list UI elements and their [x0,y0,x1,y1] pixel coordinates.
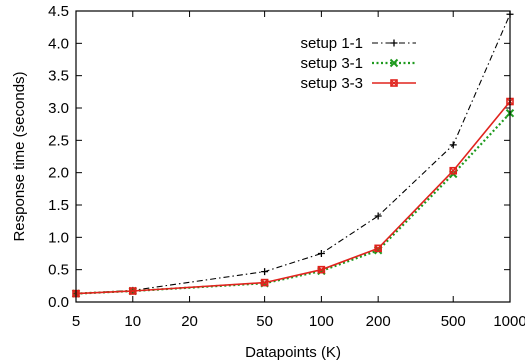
legend-label: setup 3-1 [300,55,363,72]
x-axis-ticks: 5 10 20 50 100 200 500 1000 [72,11,525,330]
x-axis-title: Datapoints (K) [245,344,341,361]
y-tick-label: 2.5 [48,132,69,149]
x-tick-label: 10 [124,313,141,330]
data-point-marker [317,250,325,257]
series-setup-3-3 [72,97,514,298]
data-point-marker [128,287,137,295]
data-point-marker [260,278,269,287]
x-tick-label: 50 [256,313,273,330]
y-tick-label: 2.0 [48,165,69,182]
legend-item: setup 3-1 [300,55,416,72]
data-point-marker [449,141,457,149]
data-point-marker-cross [374,244,382,252]
x-tick-label: 20 [181,313,198,330]
legend-label: setup 3-3 [300,75,363,92]
series-line [75,112,511,295]
data-point-marker-cross [317,266,325,274]
data-point-marker-cross [261,279,269,287]
x-tick-label: 1000 [493,313,525,330]
x-tick-label: 100 [309,313,334,330]
y-tick-label: 1.5 [48,197,69,214]
series-setup-3-1 [71,108,515,298]
data-point-marker-cross [129,287,137,295]
data-point-marker [317,265,326,274]
y-tick-label: 4.0 [48,35,69,52]
data-point-marker [389,58,399,68]
legend: setup 1-1 setup 3-1 setup 3-3 [300,35,416,92]
series-line [75,14,511,295]
legend-item: setup 3-3 [300,75,416,92]
data-point-marker [449,166,458,175]
series-layer [71,10,515,298]
data-point-marker-cross [390,79,398,87]
data-point-marker-cross [449,167,457,175]
x-tick-label: 5 [72,313,80,330]
legend-item: setup 1-1 [300,35,416,52]
y-tick-label: 0.0 [48,294,69,311]
data-point-marker [261,268,269,276]
y-tick-label: 4.5 [48,3,69,20]
plot-frame [75,10,511,303]
data-point-marker [390,79,398,87]
legend-label: setup 1-1 [300,35,363,52]
y-tick-label: 0.5 [48,262,69,279]
data-point-marker [374,244,382,253]
y-tick-label: 1.0 [48,229,69,246]
series-setup-1-1 [72,10,514,298]
y-axis-ticks: 0.0 0.5 1.0 1.5 2.0 2.5 3.0 3.5 4.0 4.5 [48,3,510,311]
y-tick-label: 3.0 [48,100,69,117]
x-tick-label: 500 [441,313,466,330]
y-axis-title: Response time (seconds) [11,71,28,241]
data-point-marker [390,39,398,47]
x-tick-label: 200 [366,313,391,330]
data-point-marker [374,212,382,220]
series-line [75,101,511,295]
y-tick-label: 3.5 [48,68,69,85]
